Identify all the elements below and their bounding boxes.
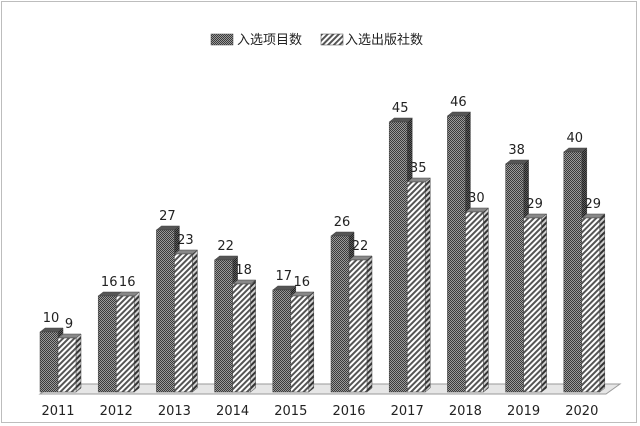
- value-label-2014-series-1: 22: [217, 239, 234, 254]
- x-tick-label-2015: 2015: [274, 404, 307, 419]
- value-label-2019-series-2: 29: [526, 197, 543, 212]
- legend-label-series-2: 入选出版社数: [345, 32, 423, 48]
- bar-2014-series-2: [231, 279, 257, 393]
- bar-2013-series-2: [173, 249, 199, 393]
- value-label-2020-series-2: 29: [585, 197, 602, 212]
- bars-group: [39, 111, 606, 393]
- value-label-2020-series-1: 40: [567, 131, 584, 146]
- value-label-2016-series-1: 26: [334, 215, 351, 230]
- x-tick-label-2019: 2019: [507, 404, 540, 419]
- x-tick-label-2016: 2016: [332, 404, 365, 419]
- bar-2012-series-2: [115, 291, 140, 393]
- value-label-2011-series-2: 9: [65, 317, 73, 332]
- x-tick-labels-group: 2011 2012 2013 2014 2015 2016 2017 2018 2019 2020: [41, 404, 598, 419]
- x-tick-label-2020: 2020: [565, 404, 598, 419]
- bar-2020-series-2: [581, 213, 606, 393]
- legend: 入选项目数 入选出版社数: [210, 32, 423, 48]
- bar-2011-series-2: [57, 333, 82, 393]
- value-label-2012-series-2: 16: [119, 275, 136, 290]
- x-tick-label-2014: 2014: [216, 404, 249, 419]
- bar-2019-series-2: [522, 213, 548, 393]
- x-tick-label-2013: 2013: [158, 404, 191, 419]
- value-label-2014-series-2: 18: [235, 263, 252, 278]
- value-label-2018-series-1: 46: [450, 95, 467, 110]
- value-label-2011-series-1: 10: [43, 311, 60, 326]
- legend-swatch-series-1: [210, 33, 234, 46]
- value-label-2015-series-1: 17: [276, 269, 293, 284]
- value-label-2013-series-2: 23: [177, 233, 194, 248]
- legend-label-series-1: 入选项目数: [237, 33, 302, 48]
- value-label-2016-series-2: 22: [352, 239, 369, 254]
- value-label-2012-series-1: 16: [101, 275, 118, 290]
- legend-swatch-series-2: [320, 33, 344, 46]
- value-label-2019-series-1: 38: [508, 143, 525, 158]
- value-label-2017-series-1: 45: [392, 101, 409, 116]
- value-label-2018-series-2: 30: [468, 191, 485, 206]
- bar-2016-series-2: [348, 255, 373, 393]
- bar-2015-series-2: [290, 291, 315, 393]
- value-label-2013-series-1: 27: [159, 209, 176, 224]
- x-tick-label-2011: 2011: [41, 404, 74, 419]
- value-label-2017-series-2: 35: [410, 161, 427, 176]
- x-tick-label-2017: 2017: [391, 404, 424, 419]
- bar-2017-series-2: [406, 177, 431, 393]
- x-tick-label-2018: 2018: [449, 404, 482, 419]
- x-tick-label-2012: 2012: [100, 404, 133, 419]
- value-label-2015-series-2: 16: [294, 275, 311, 290]
- bar-2018-series-2: [464, 207, 490, 393]
